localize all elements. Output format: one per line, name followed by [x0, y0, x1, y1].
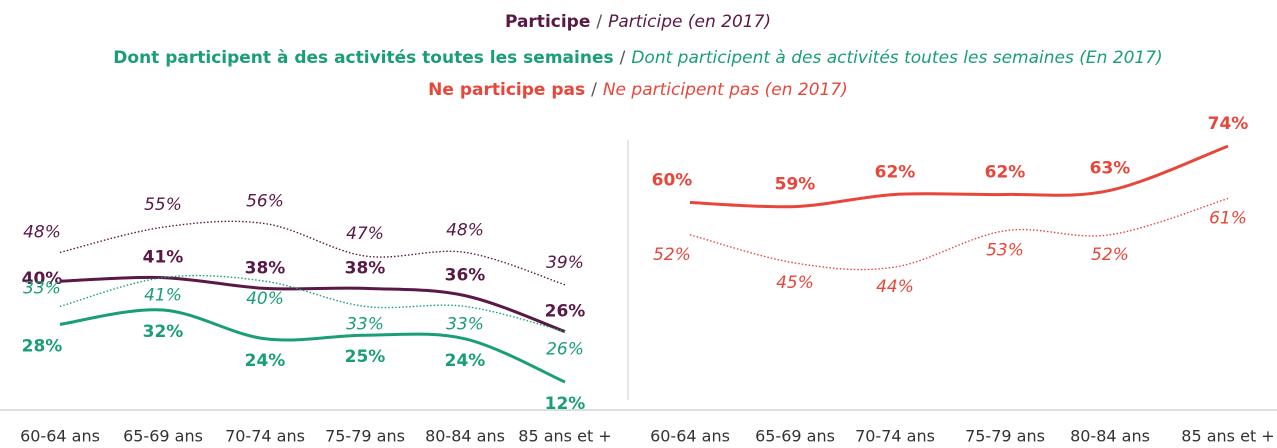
series-line: [59, 274, 566, 333]
x-tick-label: 65-69 ans: [123, 427, 203, 446]
series-line: [59, 275, 566, 334]
data-label: 33%: [446, 314, 484, 334]
x-tick-label: 75-79 ans: [965, 427, 1045, 446]
x-tick-label: 70-74 ans: [225, 427, 305, 446]
x-tick-label: 80-84 ans: [1070, 427, 1150, 446]
legend-label: Ne participe pas: [428, 80, 585, 100]
data-label: 47%: [346, 224, 384, 244]
legend-label: Participe (en 2017): [608, 12, 771, 32]
legend-label: Participe: [505, 12, 590, 32]
series-line: [689, 144, 1229, 209]
data-label: 25%: [345, 347, 386, 367]
data-label: 48%: [23, 222, 61, 242]
data-label: 52%: [1091, 245, 1129, 265]
x-tick-label: 75-79 ans: [325, 427, 405, 446]
data-label: 56%: [246, 192, 284, 212]
data-label: 32%: [143, 322, 184, 342]
data-label: 48%: [446, 220, 484, 240]
data-label: 41%: [144, 286, 182, 306]
data-label: 26%: [546, 340, 584, 360]
data-label: 45%: [776, 273, 814, 293]
data-label: 63%: [1090, 158, 1131, 178]
legend-separator: /: [596, 12, 602, 32]
data-label: 74%: [1208, 114, 1249, 134]
data-label: 41%: [143, 248, 184, 268]
legend-entry: Participe / Participe (en 2017): [505, 12, 771, 32]
data-label: 60%: [652, 171, 693, 191]
x-tick-label: 85 ans et +: [1181, 427, 1274, 446]
x-tick-label: 85 ans et +: [518, 427, 611, 446]
data-label: 59%: [775, 175, 816, 195]
legend-entry: Dont participent à des activités toutes …: [113, 48, 1162, 68]
series-line: [59, 220, 566, 286]
data-label: 40%: [22, 269, 63, 289]
data-label: 38%: [345, 258, 386, 278]
x-tick-label: 60-64 ans: [650, 427, 730, 446]
data-label: 40%: [246, 289, 284, 309]
legend-label: Dont participent à des activités toutes …: [113, 48, 613, 68]
legend-entry: Ne participe pas / Ne participent pas (en …: [428, 80, 848, 100]
legend-label: Ne participent pas (en 2017): [603, 80, 848, 100]
data-label: 12%: [545, 394, 586, 414]
x-tick-label: 80-84 ans: [425, 427, 505, 446]
legend-separator: /: [591, 80, 597, 100]
data-label: 62%: [875, 162, 916, 182]
data-label: 24%: [245, 351, 286, 371]
series-line: [689, 197, 1229, 271]
x-tick-label: 65-69 ans: [755, 427, 835, 446]
data-label: 55%: [144, 195, 182, 215]
data-label: 33%: [23, 278, 61, 298]
data-label: 53%: [986, 241, 1024, 261]
data-label: 36%: [445, 266, 486, 286]
data-label: 28%: [22, 336, 63, 356]
data-label: 39%: [546, 253, 584, 273]
data-label: 38%: [245, 258, 286, 278]
legend-separator: /: [620, 48, 626, 68]
series-line: [59, 308, 566, 384]
data-label: 52%: [653, 245, 691, 265]
data-label: 62%: [985, 162, 1026, 182]
x-tick-label: 70-74 ans: [855, 427, 935, 446]
data-label: 61%: [1209, 209, 1247, 229]
data-label: 44%: [876, 277, 914, 297]
data-label: 26%: [545, 302, 586, 322]
x-tick-label: 60-64 ans: [20, 427, 100, 446]
legend-label: Dont participent à des activités toutes …: [631, 48, 1162, 68]
data-label: 33%: [346, 314, 384, 334]
data-label: 24%: [445, 351, 486, 371]
